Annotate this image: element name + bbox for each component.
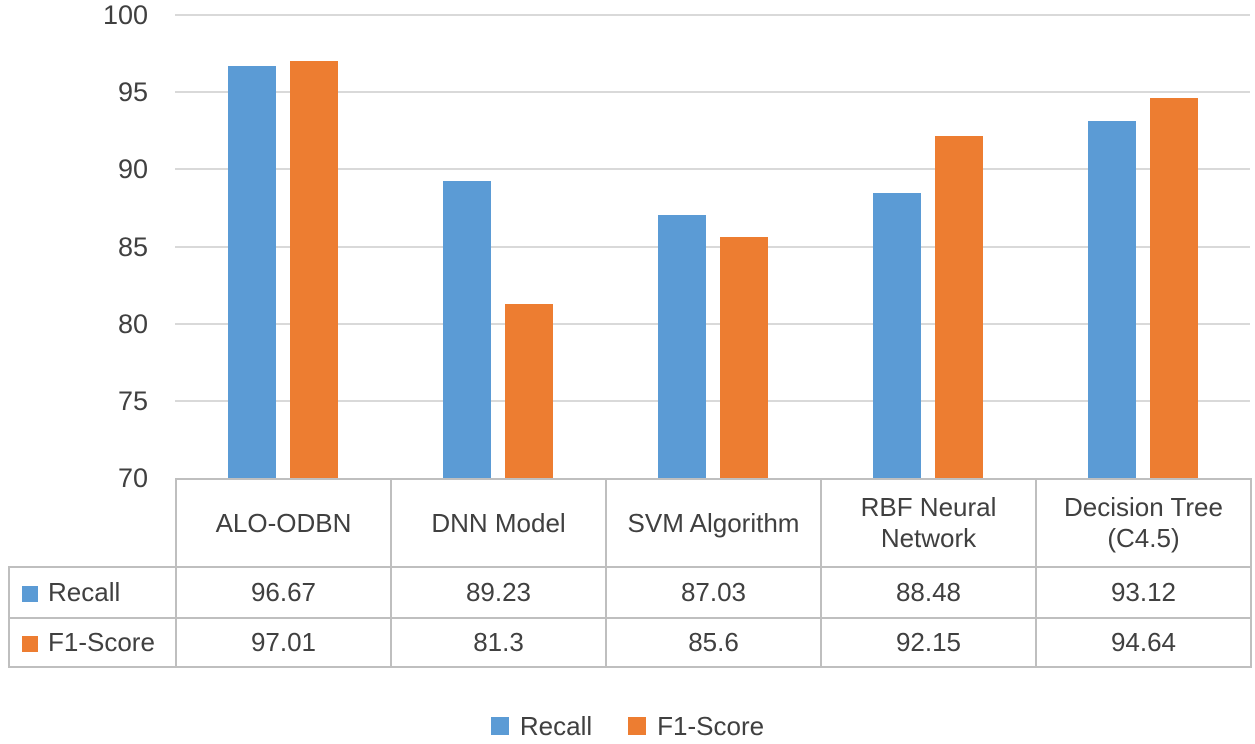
bar-f1-score-decision-tree-c4-5- <box>1149 97 1198 478</box>
table-cell: 94.64 <box>1035 617 1252 668</box>
category-header: Decision Tree (C4.5) <box>1035 478 1252 568</box>
table-cell: 96.67 <box>175 566 392 619</box>
chart-legend: Recall F1-Score <box>0 708 1255 744</box>
bar-recall-alo-odbn <box>227 66 276 478</box>
f1-score-series-key-icon <box>22 636 38 653</box>
legend-label: F1-Score <box>657 710 765 741</box>
y-tick-label-85: 85 <box>117 231 148 262</box>
bar-recall-dnn-model <box>442 181 491 478</box>
table-cell: 88.48 <box>820 566 1037 619</box>
table-cell: 81.3 <box>390 617 607 668</box>
legend-label: Recall <box>519 710 593 741</box>
row-header-recall: Recall <box>8 566 177 619</box>
table-cell: 87.03 <box>605 566 822 619</box>
table-header-row: ALO-ODBN DNN Model SVM Algorithm RBF Neu… <box>9 478 1252 568</box>
recall-legend-swatch-icon <box>490 717 509 735</box>
y-tick-label-70: 70 <box>117 463 148 493</box>
y-tick-label-100: 100 <box>102 0 148 30</box>
category-header: RBF Neural Network <box>820 478 1037 568</box>
table-cell: 85.6 <box>605 617 822 668</box>
table-row-recall: Recall 96.67 89.23 87.03 88.48 93.12 <box>8 566 1252 619</box>
row-header-label: Recall <box>48 577 121 608</box>
bar-recall-rbf-neural-network <box>872 192 921 478</box>
bar-f1-score-alo-odbn <box>289 61 338 478</box>
category-header: ALO-ODBN <box>175 478 392 568</box>
table-cell: 92.15 <box>820 617 1037 668</box>
y-tick-label-95: 95 <box>117 77 148 108</box>
category-header: DNN Model <box>390 478 607 568</box>
bar-f1-score-rbf-neural-network <box>934 136 983 478</box>
gridline-85 <box>175 245 1250 248</box>
row-header-label: F1-Score <box>48 627 155 658</box>
y-tick-label-90: 90 <box>117 154 148 185</box>
row-header-f1-score: F1-Score <box>8 617 177 668</box>
table-row-f1-score: F1-Score 97.01 81.3 85.6 92.15 94.64 <box>8 617 1252 668</box>
gridline-100 <box>175 14 1250 16</box>
bar-recall-svm-algorithm <box>657 215 706 478</box>
category-header: SVM Algorithm <box>605 478 822 568</box>
gridline-75 <box>175 399 1250 402</box>
legend-entry-f1-score: F1-Score <box>628 711 764 742</box>
plot-area <box>175 14 1250 478</box>
table-cell: 89.23 <box>390 566 607 619</box>
recall-series-key-icon <box>22 586 38 603</box>
f1-score-legend-swatch-icon <box>628 717 647 735</box>
table-corner-cell <box>9 479 176 567</box>
bar-f1-score-svm-algorithm <box>719 237 768 478</box>
bar-recall-decision-tree-c4-5- <box>1087 121 1136 478</box>
legend-entry-recall: Recall <box>490 710 593 742</box>
table-cell: 93.12 <box>1035 566 1252 619</box>
table-cell: 97.01 <box>175 617 392 668</box>
gridline-95 <box>175 91 1250 94</box>
y-tick-label-80: 80 <box>117 308 148 339</box>
data-table: ALO-ODBN DNN Model SVM Algorithm RBF Neu… <box>8 478 1252 668</box>
gridline-90 <box>175 168 1250 171</box>
bar-f1-score-dnn-model <box>504 303 553 478</box>
y-tick-label-75: 75 <box>117 385 148 416</box>
gridline-80 <box>175 322 1250 325</box>
